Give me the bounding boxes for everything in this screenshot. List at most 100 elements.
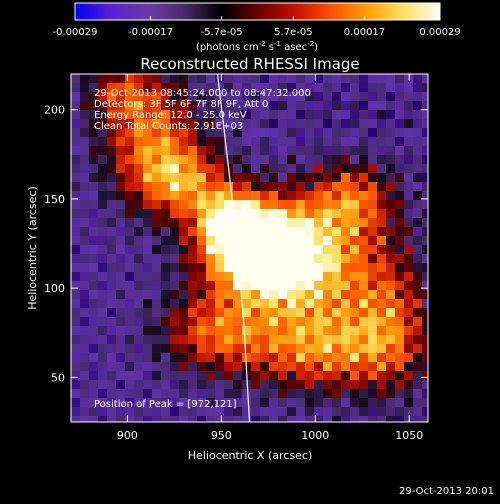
heatmap-cell: [350, 245, 360, 255]
heatmap-cell: [98, 236, 108, 246]
heatmap-cell: [71, 209, 81, 219]
heatmap-cell: [386, 380, 396, 390]
heatmap-cell: [98, 416, 108, 422]
heatmap-cell: [350, 299, 360, 309]
heatmap-cell: [206, 182, 216, 192]
heatmap-cell: [152, 290, 162, 300]
heatmap-cell: [305, 218, 315, 228]
heatmap-cell: [269, 263, 279, 273]
heatmap-cell: [125, 173, 135, 183]
chart-title: Reconstructed RHESSI Image: [140, 55, 359, 73]
heatmap-cell: [170, 380, 180, 390]
heatmap-cell: [251, 254, 261, 264]
heatmap-cell: [179, 362, 189, 372]
heatmap-cell: [206, 335, 216, 345]
heatmap-cell: [386, 416, 396, 422]
heatmap-cell: [242, 335, 252, 345]
heatmap-cell: [80, 317, 90, 327]
heatmap-cell: [152, 146, 162, 156]
heatmap-cell: [242, 272, 252, 282]
heatmap-cell: [215, 182, 225, 192]
heatmap-cell: [161, 299, 171, 309]
heatmap-cell: [350, 83, 360, 93]
heatmap-cell: [80, 191, 90, 201]
heatmap-cell: [125, 137, 135, 147]
heatmap-cell: [350, 164, 360, 174]
heatmap-cell: [269, 389, 279, 399]
heatmap-cell: [233, 254, 243, 264]
heatmap-cell: [305, 209, 315, 219]
heatmap-cell: [107, 407, 117, 417]
heatmap-cell: [152, 299, 162, 309]
heatmap-cell: [80, 371, 90, 381]
heatmap-cell: [224, 236, 234, 246]
heatmap-cell: [98, 200, 108, 210]
heatmap-cell: [188, 128, 198, 138]
heatmap-cell: [323, 92, 333, 102]
heatmap-cell: [125, 74, 135, 84]
heatmap-cell: [287, 164, 297, 174]
solar-limb-line: [216, 74, 251, 422]
heatmap-cell: [152, 353, 162, 363]
heatmap-cell: [332, 317, 342, 327]
heatmap-cell: [368, 137, 378, 147]
heatmap-cell: [197, 128, 207, 138]
heatmap-cell: [314, 272, 324, 282]
heatmap-cell: [134, 146, 144, 156]
heatmap-cell: [206, 101, 216, 111]
heatmap-cell: [179, 308, 189, 318]
heatmap-cell: [404, 308, 414, 318]
heatmap-cell: [305, 155, 315, 165]
heatmap-cell: [368, 92, 378, 102]
heatmap-cell: [179, 227, 189, 237]
heatmap-cell: [287, 362, 297, 372]
heatmap-cell: [71, 281, 81, 291]
heatmap-cell: [377, 290, 387, 300]
heatmap-cell: [404, 128, 414, 138]
heatmap-cell: [188, 263, 198, 273]
heatmap-cell: [422, 380, 428, 390]
heatmap-cell: [242, 191, 252, 201]
heatmap-cell: [422, 416, 428, 422]
heatmap-cell: [215, 146, 225, 156]
heatmap-cell: [314, 209, 324, 219]
heatmap-cell: [152, 398, 162, 408]
heatmap-cell: [80, 308, 90, 318]
heatmap-cell: [215, 290, 225, 300]
heatmap-cell: [71, 236, 81, 246]
heatmap-cell: [170, 74, 180, 84]
heatmap-cell: [251, 335, 261, 345]
heatmap-cell: [413, 191, 423, 201]
heatmap-cell: [224, 281, 234, 291]
heatmap-cell: [116, 326, 126, 336]
heatmap-cell: [260, 236, 270, 246]
heatmap-cell: [332, 155, 342, 165]
heatmap-cell: [197, 416, 207, 422]
heatmap-cell: [296, 254, 306, 264]
heatmap-cell: [395, 407, 405, 417]
heatmap-cell: [233, 137, 243, 147]
heatmap-cell: [125, 119, 135, 129]
heatmap-cell: [98, 272, 108, 282]
heatmap-cell: [242, 164, 252, 174]
heatmap-cell: [341, 254, 351, 264]
heatmap-cell: [413, 281, 423, 291]
heatmap-cell: [170, 182, 180, 192]
heatmap-cell: [395, 344, 405, 354]
heatmap-cell: [287, 398, 297, 408]
heatmap-cell: [305, 389, 315, 399]
heatmap-cell: [170, 173, 180, 183]
heatmap-cell: [413, 398, 423, 408]
heatmap-cell: [80, 137, 90, 147]
heatmap-cell: [215, 245, 225, 255]
heatmap-cell: [152, 245, 162, 255]
heatmap-cell: [359, 389, 369, 399]
heatmap-cell: [116, 362, 126, 372]
heatmap-cell: [206, 119, 216, 129]
heatmap-cell: [305, 236, 315, 246]
heatmap-cell: [368, 326, 378, 336]
heatmap-cell: [215, 362, 225, 372]
heatmap-cell: [224, 155, 234, 165]
heatmap-cell: [386, 371, 396, 381]
heatmap-cell: [215, 110, 225, 120]
